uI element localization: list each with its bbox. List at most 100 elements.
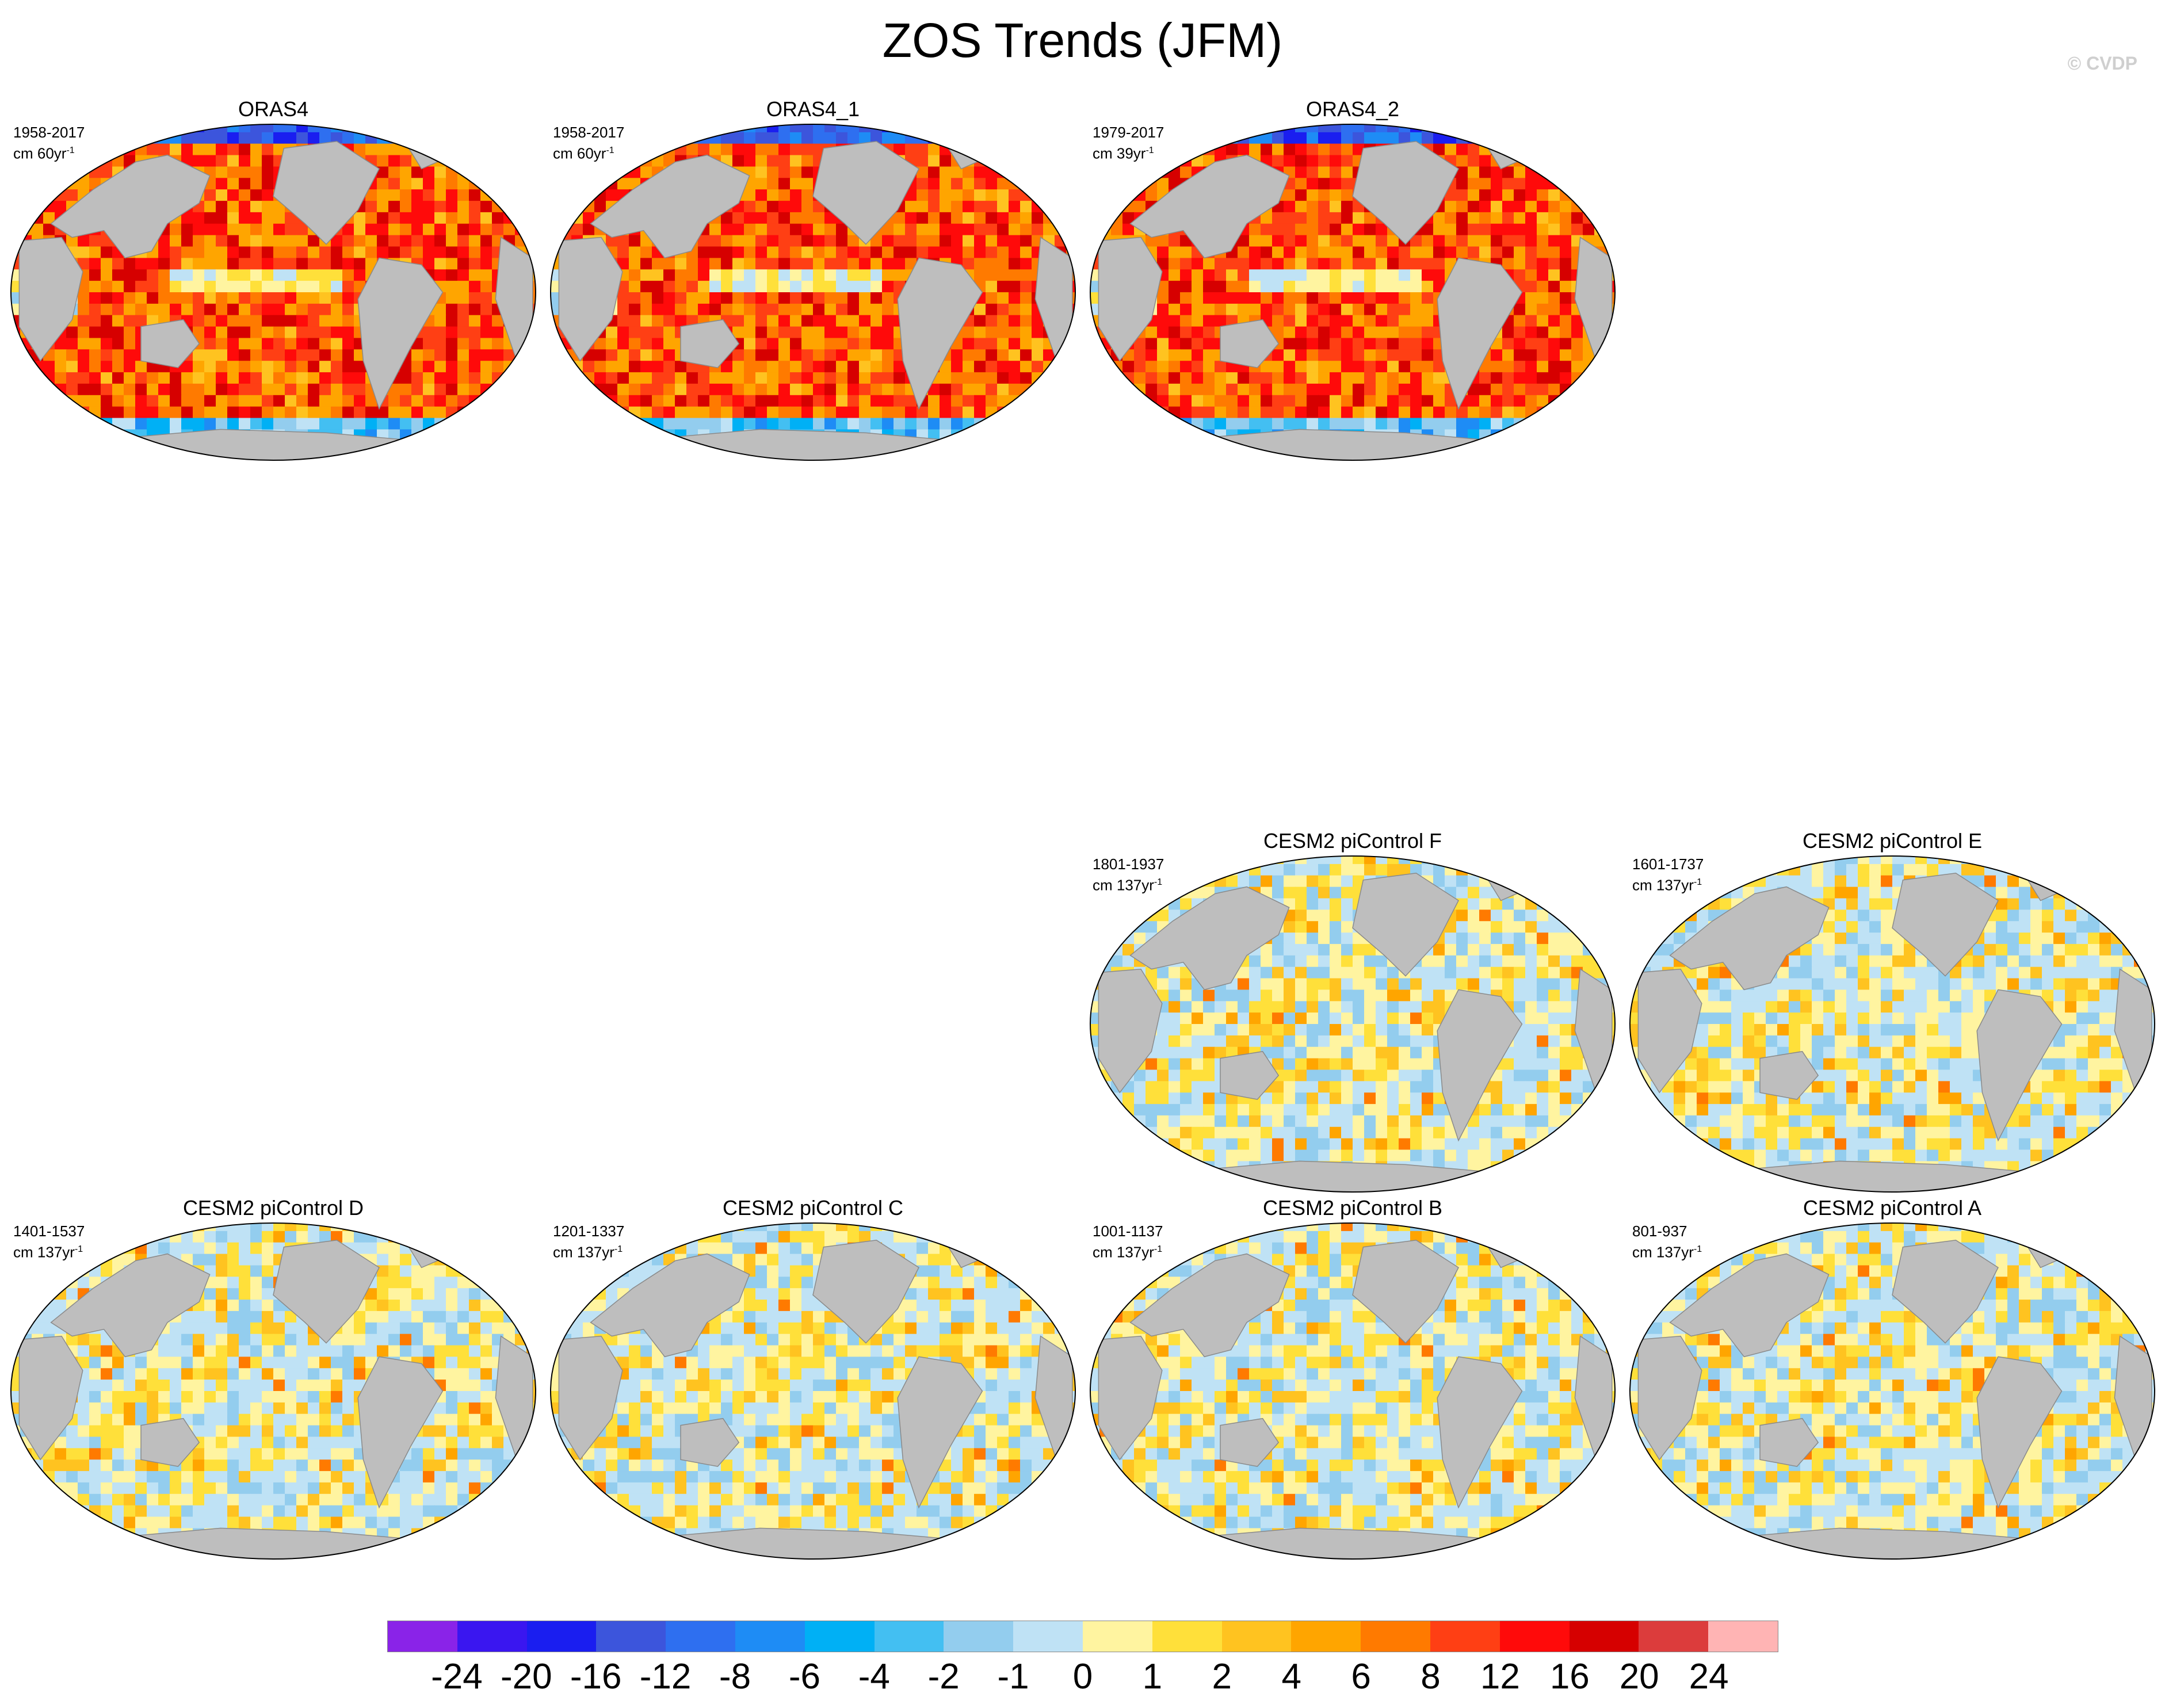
panel-unit: cm 60yr-1	[553, 144, 614, 162]
colorbar-label: 0	[1072, 1657, 1093, 1696]
map-border	[550, 124, 1076, 461]
map-border	[1090, 1222, 1616, 1560]
map-cesm2-c	[550, 1222, 1076, 1560]
colorbar-swatch	[388, 1621, 457, 1652]
panel-title: CESM2 piControl C	[722, 1196, 904, 1220]
panel-period: 1801-1937	[1093, 855, 1164, 873]
land-mass	[1759, 1417, 1819, 1467]
land-mass	[558, 1335, 623, 1461]
panel-period: 1958-2017	[553, 124, 625, 141]
land-mass	[1437, 257, 1523, 410]
panel-cesm2-b: CESM2 piControl B 1001-1137 cm 137yr-1	[1088, 1195, 1617, 1564]
map-oras4-1	[550, 124, 1076, 461]
panel-unit: cm 137yr-1	[553, 1243, 623, 1261]
colorbar-label: 1	[1142, 1657, 1163, 1696]
land-mass	[590, 154, 750, 259]
colorbar-swatch	[1152, 1621, 1222, 1652]
colorbar-labels: -24 -20 -16 -12 -8 -6 -4 -2 -1 0 1 2 4 6 8 12 16 20 24	[387, 1657, 1778, 1697]
land-mass	[1976, 1356, 2063, 1509]
panel-title: CESM2 piControl A	[1803, 1196, 1982, 1220]
panel-period: 1201-1337	[553, 1222, 625, 1240]
land-mass	[1976, 989, 2063, 1142]
colorbar-label: 2	[1212, 1657, 1232, 1696]
land-mass	[1129, 886, 1290, 991]
colorbar-swatch	[1361, 1621, 1430, 1652]
map-oras4-2	[1090, 124, 1616, 461]
land-mass	[273, 141, 380, 245]
land-mass	[1098, 1335, 1163, 1461]
panel-cesm2-f: CESM2 piControl F 1801-1937 cm 137yr-1	[1088, 828, 1617, 1197]
land-mass	[558, 236, 623, 362]
land-mass	[273, 1240, 380, 1344]
land-mass	[357, 1356, 444, 1509]
ocean-field	[11, 1223, 536, 1559]
colorbar-swatch	[596, 1621, 666, 1652]
map-cesm2-d	[10, 1222, 536, 1560]
map-border	[10, 1222, 536, 1560]
colorbar-swatch	[457, 1621, 527, 1652]
colorbar-swatch	[944, 1621, 1014, 1652]
land-mass	[50, 154, 211, 259]
colorbar-label: 20	[1619, 1657, 1659, 1696]
colorbar-swatch	[1221, 1621, 1292, 1652]
land-mass	[1759, 1050, 1819, 1100]
colorbar-swatch	[735, 1621, 805, 1652]
panel-meta: 1801-1937 cm 137yr-1	[1093, 855, 1164, 895]
land-mass	[1352, 1240, 1459, 1344]
ocean-field	[1090, 1223, 1615, 1559]
land-mass	[1352, 873, 1459, 977]
land-mass	[1892, 1240, 1999, 1344]
land-mass	[50, 1253, 211, 1358]
land-mass	[897, 1356, 983, 1509]
land-mass	[140, 319, 200, 368]
land-mass	[1220, 319, 1280, 368]
map-border	[1090, 124, 1616, 461]
map-cesm2-a	[1629, 1222, 2155, 1560]
land-mass	[812, 1240, 919, 1344]
ocean-field	[11, 124, 536, 460]
panel-unit: cm 39yr-1	[1093, 144, 1154, 162]
panel-oras4: ORAS4 1958-2017 cm 60yr-1	[9, 97, 538, 465]
panel-title: CESM2 piControl F	[1263, 829, 1442, 853]
colorbar-swatch	[1708, 1621, 1778, 1652]
colorbar-swatch	[526, 1621, 597, 1652]
colorbar-label: -4	[858, 1657, 890, 1696]
colorbar-label: 4	[1281, 1657, 1301, 1696]
panel-title: CESM2 piControl D	[182, 1196, 364, 1220]
land-mass	[140, 1417, 200, 1467]
land-mass	[1437, 1356, 1523, 1509]
map-border	[1629, 1222, 2155, 1560]
colorbar-swatch	[1082, 1621, 1152, 1652]
map-cesm2-b	[1090, 1222, 1616, 1560]
panel-meta: 1979-2017 cm 39yr-1	[1093, 123, 1164, 163]
colorbar-swatch	[874, 1621, 944, 1652]
panel-unit: cm 137yr-1	[1093, 1243, 1163, 1261]
panel-title: CESM2 piControl B	[1262, 1196, 1443, 1220]
colorbar-label: -24	[431, 1657, 483, 1696]
colorbar-label: 24	[1689, 1657, 1729, 1696]
colorbar-label: -16	[570, 1657, 622, 1696]
land-mass	[1129, 154, 1290, 259]
land-mass	[680, 1417, 740, 1467]
panel-title: CESM2 piControl E	[1802, 829, 1983, 853]
land-mass	[1352, 141, 1459, 245]
land-mass	[1098, 968, 1163, 1094]
panel-cesm2-c: CESM2 piControl C 1201-1337 cm 137yr-1	[548, 1195, 1078, 1564]
colorbar-swatch	[1430, 1621, 1500, 1652]
panel-meta: 1958-2017 cm 60yr-1	[13, 123, 85, 163]
land-mass	[812, 141, 919, 245]
colorbar-swatch	[1499, 1621, 1570, 1652]
colorbar-label: -2	[927, 1657, 960, 1696]
land-mass	[897, 257, 983, 410]
colorbar-swatch	[1013, 1621, 1083, 1652]
panel-period: 1601-1737	[1632, 855, 1704, 873]
land-mass	[1220, 1417, 1280, 1467]
panel-period: 1401-1537	[13, 1222, 85, 1240]
panel-meta: 1958-2017 cm 60yr-1	[553, 123, 624, 163]
ocean-field	[1630, 856, 2155, 1192]
colorbar-label: -1	[997, 1657, 1029, 1696]
panel-meta: 801-937 cm 137yr-1	[1632, 1222, 1702, 1262]
map-cesm2-e	[1629, 855, 2155, 1193]
colorbar	[387, 1621, 1778, 1652]
land-mass	[1669, 1253, 1830, 1358]
